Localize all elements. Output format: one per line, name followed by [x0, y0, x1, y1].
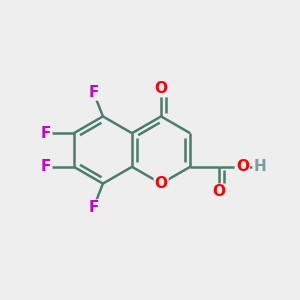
Text: F: F — [41, 126, 51, 141]
Text: F: F — [88, 85, 99, 100]
Text: O: O — [212, 184, 225, 200]
Text: F: F — [88, 200, 99, 215]
Text: F: F — [41, 159, 51, 174]
Text: O: O — [154, 81, 168, 96]
Text: H: H — [254, 159, 266, 174]
Text: O: O — [236, 159, 249, 174]
Text: O: O — [154, 176, 168, 191]
